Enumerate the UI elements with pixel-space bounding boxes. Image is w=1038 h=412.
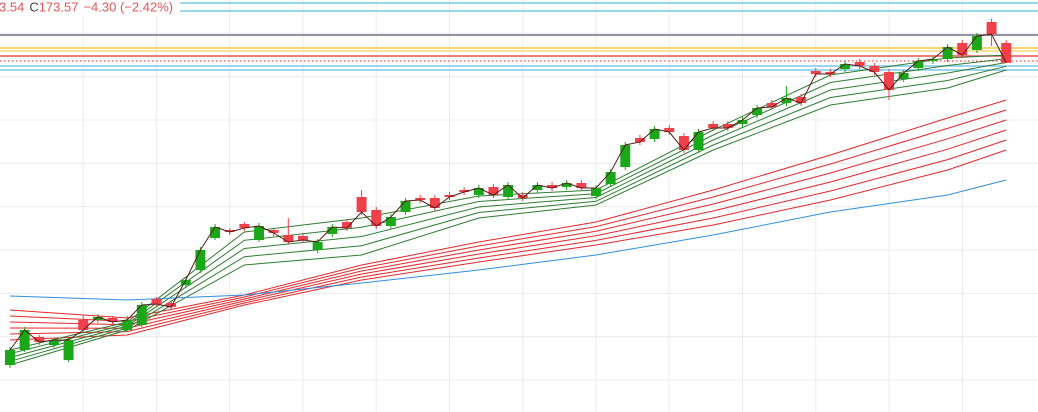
candle-body — [678, 136, 689, 150]
candle-body — [942, 47, 953, 59]
candle-body — [898, 73, 909, 79]
candle-body — [48, 340, 59, 345]
candle-body — [254, 226, 265, 240]
candle-body — [766, 103, 777, 107]
candle-body — [122, 320, 133, 330]
candle-body — [693, 132, 704, 150]
candle-body — [810, 71, 821, 74]
ohlc-label-background — [0, 0, 181, 16]
candle-body — [591, 188, 601, 196]
ohlc-label: 3.54 C173.57 −4.30 (−2.42%) — [0, 0, 181, 16]
candle-body — [752, 108, 763, 115]
candle-body — [136, 305, 147, 325]
candle-body — [268, 230, 279, 233]
candle-body — [473, 188, 484, 195]
candle-body — [19, 330, 30, 350]
candle-body — [986, 22, 997, 35]
ohlc-label-text: 3.54 C173.57 −4.30 (−2.42%) — [0, 0, 173, 15]
candle-body — [180, 280, 191, 285]
candle-body — [840, 64, 851, 69]
moving-average-line — [9, 54, 1007, 351]
candle-body — [532, 185, 543, 190]
candle-body — [913, 61, 924, 68]
candle-body — [605, 172, 616, 184]
candle-body — [356, 197, 367, 212]
candle-body — [459, 190, 470, 192]
candle-body — [239, 224, 250, 228]
candle-body — [884, 72, 894, 90]
candle-body — [620, 145, 631, 167]
candle-body — [796, 97, 807, 103]
candle-body — [283, 235, 294, 242]
candle-body — [708, 124, 719, 128]
moving-average-line — [9, 109, 1007, 322]
candle-body — [561, 183, 572, 187]
candle-body — [429, 198, 440, 208]
candle-body — [385, 217, 396, 226]
candle-body — [4, 350, 15, 365]
candle-body — [1001, 43, 1012, 63]
candle-body — [371, 210, 382, 226]
candle-body — [488, 187, 499, 195]
candle-body — [722, 124, 733, 128]
moving-average-line — [9, 65, 1007, 362]
candle-body — [854, 62, 865, 66]
candle-body — [312, 242, 323, 250]
candle-body — [34, 337, 45, 342]
candle-body — [151, 299, 162, 304]
change-value: −4.30 (−2.42%) — [83, 0, 173, 15]
candle-body — [63, 340, 74, 360]
candle-body — [664, 128, 675, 132]
candle-body — [224, 230, 235, 232]
candle-body — [576, 183, 587, 188]
candle-body — [92, 317, 103, 320]
close-key: C — [29, 0, 38, 15]
candle-body — [957, 43, 968, 55]
candle-body — [971, 36, 982, 50]
candle-body — [781, 98, 792, 103]
close-line — [9, 33, 1007, 351]
candle-body — [869, 66, 880, 72]
candle-body — [649, 129, 660, 139]
close-value: 173.57 — [39, 0, 79, 15]
candle-body — [825, 72, 836, 74]
candle-body — [327, 227, 338, 234]
moving-average-line — [9, 99, 1007, 319]
candle-body — [400, 201, 411, 212]
candle-body — [634, 138, 645, 142]
candle-body — [503, 185, 514, 197]
candle-body — [166, 303, 177, 307]
candle-body — [195, 250, 206, 270]
candle-body — [107, 318, 118, 322]
moving-average-line — [9, 119, 1007, 326]
moving-average-line — [9, 179, 1007, 301]
candle-body — [341, 222, 352, 228]
candle-body — [210, 227, 221, 238]
moving-average-line — [9, 149, 1007, 341]
moving-average-line — [9, 129, 1007, 329]
candle-body — [297, 236, 308, 240]
candle-body — [927, 59, 938, 61]
low-value: 3.54 — [0, 0, 24, 15]
candle-body — [444, 195, 455, 197]
moving-average-line — [9, 139, 1007, 335]
candle-body — [78, 320, 89, 330]
candle-body — [517, 195, 528, 198]
candle-body — [415, 198, 426, 200]
candle-body — [737, 120, 748, 124]
candle-body — [547, 185, 558, 188]
